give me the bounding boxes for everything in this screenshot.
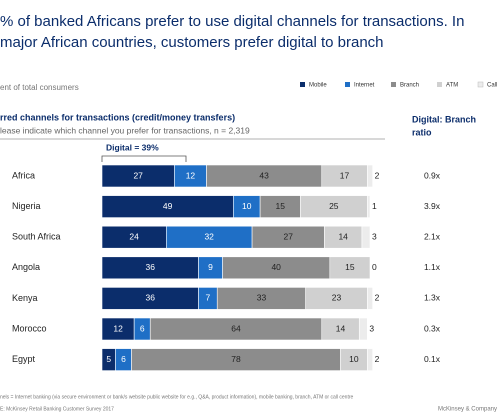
value-label: 6 [121,354,126,364]
ratio-label: 0.3x [424,323,441,333]
value-label: 2 [375,170,380,180]
title-line: major African countries, customers prefe… [0,34,384,51]
value-label: 43 [259,170,269,180]
value-label: 64 [231,323,241,333]
legend-label: Branch [400,83,419,89]
value-label: 27 [284,231,294,241]
value-label: 23 [332,293,342,303]
category-label: Angola [12,262,40,272]
footnote: nels = Internet banking (via secure envi… [0,394,353,400]
value-label: 36 [146,293,156,303]
source: E: McKinsey Retail Banking Customer Surv… [0,406,114,412]
ratio-label: 1.1x [424,262,441,272]
value-label: 3 [372,231,377,241]
value-label: 36 [146,262,156,272]
brand: McKinsey & Company [438,407,497,413]
value-label: 33 [257,293,267,303]
value-label: 27 [133,170,143,180]
category-label: Egypt [12,354,36,364]
bar-segment [367,195,371,218]
category-label: Africa [12,170,35,180]
bracket [101,155,187,162]
legend-label: Call Ce [487,83,497,89]
annotation: Digital = 39% [106,142,159,152]
ratio-label: 0.9x [424,170,441,180]
bar-segment [358,317,368,341]
ratio-label: 1.3x [424,293,441,303]
legend-swatch [437,82,442,87]
legend-label: Mobile [309,83,327,89]
value-label: 32 [204,231,214,241]
category-label: South Africa [12,232,61,242]
value-label: 7 [205,293,210,303]
category-label: Kenya [12,293,38,303]
value-label: 12 [186,170,196,180]
value-label: 14 [336,323,346,333]
value-label: 10 [242,201,252,211]
ratio-header: ratio [412,127,432,137]
subtitle: ent of total consumers [0,83,79,92]
value-label: 1 [372,201,377,211]
title-line: % of banked Africans prefer to use digit… [0,13,464,30]
legend-swatch [391,82,396,87]
value-label: 14 [338,231,348,241]
ratio-label: 2.1x [424,231,441,241]
bar-segment [329,256,371,280]
question: lease indicate which channel you prefer … [0,125,250,135]
ratio-label: 0.1x [424,354,441,364]
bar-segment [361,225,371,249]
value-label: 6 [140,323,145,333]
value-label: 12 [113,323,123,333]
value-label: 40 [271,262,281,272]
value-label: 2 [375,293,380,303]
legend-swatch [300,82,305,87]
value-label: 3 [369,323,374,333]
bar-segment [367,164,373,188]
value-label: 49 [163,201,173,211]
value-label: 24 [129,231,139,241]
legend-swatch [345,82,350,87]
value-label: 5 [106,354,111,364]
category-label: Nigeria [12,201,41,211]
value-label: 0 [372,262,377,272]
value-label: 15 [275,201,285,211]
category-label: Morocco [12,323,47,333]
value-label: 2 [375,354,380,364]
bar-segment [367,287,373,310]
value-label: 10 [349,354,359,364]
ratio-label: 3.9x [424,201,441,211]
value-label: 9 [208,262,213,272]
heading: rred channels for transactions (credit/m… [0,112,235,122]
value-label: 17 [340,170,350,180]
legend-label: ATM [446,83,458,89]
legend-label: Internet [354,83,375,89]
legend-swatch [477,81,484,88]
value-label: 78 [231,354,241,364]
value-label: 15 [345,262,355,272]
bar-segment [367,348,373,371]
ratio-header: Digital: Branch [412,114,476,124]
value-label: 25 [329,201,339,211]
